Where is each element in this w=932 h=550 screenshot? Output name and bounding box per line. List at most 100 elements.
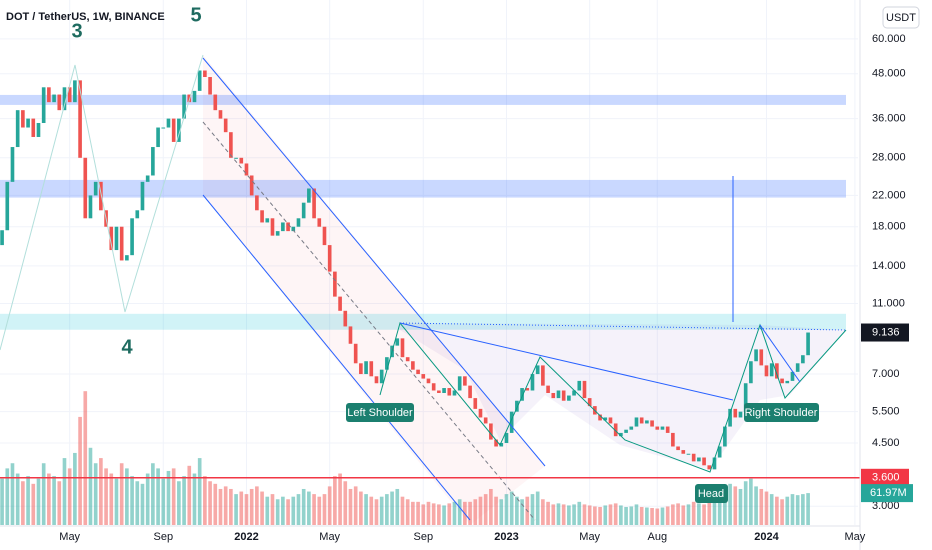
candle-body xyxy=(473,398,478,409)
candle-body xyxy=(78,80,82,158)
candle-body xyxy=(88,195,93,219)
candle-body xyxy=(561,390,566,401)
candle-body xyxy=(151,147,155,176)
volume-bar xyxy=(743,481,748,525)
volume-bar xyxy=(275,499,280,525)
candle-body xyxy=(494,439,498,447)
volume-bar xyxy=(587,505,592,525)
volume-bar xyxy=(301,488,306,525)
candle-body xyxy=(665,426,670,433)
candle-body xyxy=(749,361,753,384)
volume-bar xyxy=(556,503,561,525)
volume-bar xyxy=(286,499,290,525)
volume-bar xyxy=(171,468,176,525)
currency[interactable]: USDT xyxy=(886,12,916,24)
volume-bar xyxy=(769,494,774,525)
volume-bar xyxy=(478,496,483,525)
y-tick-label: 18.000 xyxy=(872,221,906,233)
x-tick-label: Sep xyxy=(413,531,433,543)
y-tick-label: 28.000 xyxy=(872,152,906,164)
candle-body xyxy=(187,94,192,103)
candle-body xyxy=(551,392,556,399)
volume-bar xyxy=(707,496,712,525)
candle-body xyxy=(723,426,727,447)
candle-body xyxy=(530,374,535,391)
volume-bar xyxy=(104,468,108,525)
volume-bar xyxy=(151,463,155,525)
volume-bar xyxy=(260,491,264,525)
volume-bar xyxy=(801,494,805,525)
candle-body xyxy=(307,188,311,203)
volume-bar xyxy=(780,499,784,525)
candle-body xyxy=(806,332,810,356)
y-tick-label: 22.000 xyxy=(872,189,906,201)
volume-bar xyxy=(712,494,717,525)
volume-bar xyxy=(156,468,160,525)
candle-body xyxy=(639,417,644,424)
zone xyxy=(0,179,846,198)
candle-body xyxy=(333,271,337,297)
volume-bar xyxy=(364,494,368,525)
volume-bar xyxy=(723,491,727,525)
candle-body xyxy=(619,432,623,437)
candle-body xyxy=(691,453,696,462)
volume-bar xyxy=(629,506,634,525)
label-box xyxy=(346,403,414,422)
candle-body xyxy=(546,385,550,393)
candle-body xyxy=(15,110,20,148)
level-label: 3.600 xyxy=(872,472,900,484)
candle-body xyxy=(556,390,561,399)
volume-bar xyxy=(546,501,550,525)
volume-bar xyxy=(624,506,628,525)
candle-body xyxy=(140,181,145,211)
drawings-back xyxy=(203,55,846,525)
volume-bar xyxy=(52,476,56,525)
candle-body xyxy=(509,411,514,433)
candle-body xyxy=(296,218,301,227)
volume-bar xyxy=(244,494,249,525)
candle-body xyxy=(764,365,769,377)
candle-body xyxy=(769,363,774,377)
candle-body xyxy=(260,210,264,223)
x-tick-label: Sep xyxy=(153,531,173,543)
x-tick-label: May xyxy=(844,531,865,543)
volume-bar xyxy=(307,491,311,525)
y-tick-label: 48.000 xyxy=(872,68,906,80)
x-tick-label: 2022 xyxy=(234,531,258,543)
candle-body xyxy=(374,376,379,384)
candle-body xyxy=(728,408,732,427)
volume-bar xyxy=(676,503,680,525)
x-tick-label: 2024 xyxy=(754,531,779,543)
pattern-label: Head xyxy=(698,488,724,500)
volume-bar xyxy=(67,468,72,525)
candle-body xyxy=(790,371,795,381)
candle-body xyxy=(572,390,576,396)
candle-body xyxy=(431,383,436,391)
candle-body xyxy=(603,417,608,421)
candle-body xyxy=(343,310,348,327)
candle-body xyxy=(177,118,181,142)
candle-body xyxy=(359,363,363,375)
volume-bar xyxy=(83,391,88,525)
volume-bar xyxy=(717,488,722,525)
channel-mid xyxy=(202,121,536,521)
volume-bar xyxy=(41,463,46,525)
volume-bar xyxy=(697,503,701,525)
candles xyxy=(0,70,810,470)
candle-body xyxy=(416,369,420,375)
currency-box[interactable] xyxy=(882,6,920,29)
candle-body xyxy=(624,429,628,433)
candle-body xyxy=(145,175,150,182)
volume xyxy=(0,391,810,525)
volume-bar xyxy=(603,505,608,525)
wave-label: 5 xyxy=(190,4,201,26)
candle-body xyxy=(119,226,124,261)
y-tick-label: 5.500 xyxy=(872,406,900,418)
y-tick-label: 36.000 xyxy=(872,113,906,125)
candle-body xyxy=(634,417,639,427)
candle-body xyxy=(707,465,712,470)
candle-body xyxy=(395,338,400,346)
candle-body xyxy=(239,157,244,164)
channel-line xyxy=(202,194,471,521)
y-tick-label: 14.000 xyxy=(872,260,906,272)
